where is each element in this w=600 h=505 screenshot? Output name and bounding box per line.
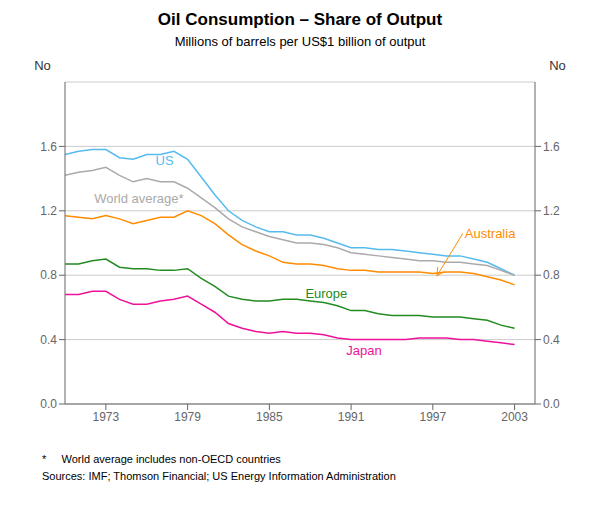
svg-text:1979: 1979 <box>174 410 201 424</box>
svg-text:Japan: Japan <box>346 343 381 358</box>
svg-text:1.2: 1.2 <box>543 204 560 218</box>
svg-text:1991: 1991 <box>338 410 365 424</box>
svg-text:Europe: Europe <box>305 286 347 301</box>
svg-text:No: No <box>549 58 566 73</box>
svg-text:0.4: 0.4 <box>40 333 57 347</box>
svg-text:1985: 1985 <box>256 410 283 424</box>
html-text:Oil Consumption – Share of Out: Oil Consumption – Share of Output <box>157 10 443 29</box>
html-text:* World average includes non-O: * World average includes non-OECD countr… <box>42 453 281 465</box>
html-text:Sources: IMF; Thomson Financia: Sources: IMF; Thomson Financial; US Ener… <box>42 470 396 482</box>
svg-text:0.8: 0.8 <box>543 268 560 282</box>
svg-text:2003: 2003 <box>501 410 528 424</box>
svg-text:0.8: 0.8 <box>40 268 57 282</box>
svg-text:0.0: 0.0 <box>543 397 560 411</box>
svg-text:0.4: 0.4 <box>543 333 560 347</box>
svg-text:1.6: 1.6 <box>543 140 560 154</box>
svg-text:World average*: World average* <box>94 191 183 206</box>
svg-text:1.6: 1.6 <box>40 140 57 154</box>
svg-text:0.0: 0.0 <box>40 397 57 411</box>
svg-text:1.2: 1.2 <box>40 204 57 218</box>
svg-text:No: No <box>34 58 51 73</box>
svg-text:US: US <box>156 153 174 168</box>
svg-text:Australia: Australia <box>465 226 516 241</box>
svg-text:1997: 1997 <box>419 410 446 424</box>
html-text:Millions of barrels per US$1 b: Millions of barrels per US$1 billion of … <box>174 34 426 49</box>
svg-text:1973: 1973 <box>93 410 120 424</box>
